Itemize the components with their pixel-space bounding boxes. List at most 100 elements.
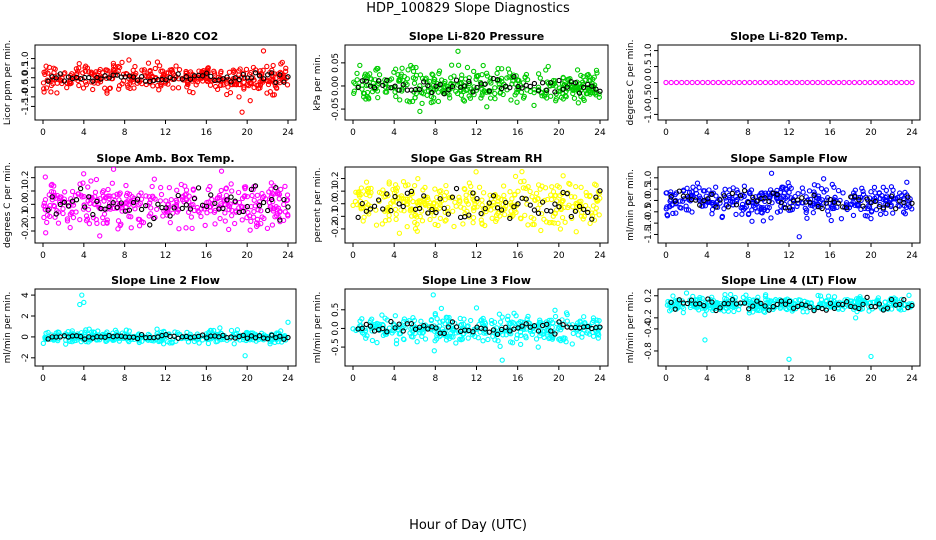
data-point: [100, 220, 106, 226]
data-point: [685, 207, 692, 213]
data-point: [739, 211, 745, 217]
reference-point: [138, 206, 145, 213]
data-point: [804, 215, 810, 221]
x-tick-label: 4: [391, 128, 397, 138]
data-point: [146, 332, 153, 339]
data-point: [496, 81, 502, 87]
reference-point: [126, 207, 133, 213]
reference-point: [404, 190, 410, 196]
reference-point: [568, 213, 574, 220]
reference-point: [445, 324, 451, 330]
x-tick-label: 24: [906, 374, 918, 384]
reference-point: [179, 205, 185, 212]
reference-point: [811, 192, 817, 198]
reference-point: [552, 331, 558, 337]
reference-point: [224, 197, 230, 203]
data-point: [564, 311, 570, 318]
data-point: [470, 215, 477, 221]
data-point: [673, 201, 679, 207]
reference-point: [688, 297, 695, 303]
data-point: [887, 300, 893, 307]
data-point: [491, 319, 498, 325]
reference-point: [544, 87, 550, 93]
outlier-point: [473, 305, 480, 311]
x-tick-label: 4: [81, 374, 87, 384]
data-point: [515, 188, 521, 194]
reference-point: [453, 324, 460, 330]
data-point: [176, 66, 183, 73]
data-point: [559, 81, 566, 87]
data-point: [802, 205, 808, 211]
reference-point: [61, 199, 68, 205]
data-point: [851, 79, 858, 86]
reference-point: [285, 334, 291, 341]
data-point: [809, 79, 816, 86]
data-point: [261, 193, 267, 200]
reference-point: [449, 194, 456, 200]
y-tick-label: 1.0: [644, 170, 654, 185]
y-axis-label: ml/min per min.: [626, 169, 636, 241]
data-point: [596, 212, 602, 218]
data-point: [509, 340, 516, 346]
data-point: [274, 213, 280, 219]
reference-point: [416, 86, 423, 93]
data-point: [386, 181, 392, 187]
reference-point: [244, 335, 250, 341]
data-point: [696, 184, 702, 191]
data-point: [877, 211, 884, 217]
data-point: [494, 216, 500, 222]
data-point: [799, 185, 806, 191]
reference-point: [717, 305, 723, 311]
reference-point: [102, 73, 108, 79]
x-tick-label: 12: [160, 374, 171, 384]
x-tick-label: 8: [432, 374, 438, 384]
reference-point: [819, 205, 825, 212]
reference-point: [872, 198, 878, 205]
data-point: [710, 79, 716, 86]
data-point: [151, 176, 157, 182]
reference-point: [392, 325, 398, 331]
reference-point: [134, 335, 141, 342]
data-point: [487, 95, 494, 101]
data-point: [86, 326, 92, 332]
data-point: [548, 192, 554, 198]
data-point: [832, 194, 838, 200]
data-point: [152, 214, 158, 221]
data-point: [779, 184, 785, 190]
data-point: [278, 186, 284, 193]
data-point: [97, 233, 103, 239]
data-point: [898, 79, 905, 86]
reference-point: [864, 196, 870, 202]
data-point: [492, 85, 498, 91]
reference-point: [884, 202, 891, 208]
data-point: [788, 79, 795, 86]
data-point: [702, 312, 708, 318]
data-point: [877, 79, 884, 86]
data-point: [678, 205, 684, 211]
data-point: [432, 186, 438, 192]
reference-point: [175, 71, 181, 77]
data-point: [358, 191, 364, 197]
data-point: [128, 214, 134, 220]
reference-point: [572, 208, 579, 214]
data-point: [594, 317, 600, 323]
data-point: [880, 184, 886, 190]
reference-point: [498, 86, 505, 92]
data-point: [867, 79, 873, 86]
x-tick-label: 12: [783, 374, 794, 384]
data-point: [508, 208, 514, 214]
reference-point: [204, 203, 210, 209]
data-point: [422, 336, 429, 342]
data-point: [112, 64, 119, 70]
reference-point: [872, 304, 878, 310]
reference-point: [445, 87, 451, 93]
data-point: [816, 195, 822, 202]
reference-point: [823, 307, 829, 313]
data-point: [400, 178, 407, 185]
data-point: [459, 72, 465, 78]
y-axis-label: percent per min.: [313, 168, 323, 243]
y-tick-label: -0.5: [331, 338, 341, 356]
data-point: [738, 205, 744, 211]
data-point: [859, 185, 865, 191]
